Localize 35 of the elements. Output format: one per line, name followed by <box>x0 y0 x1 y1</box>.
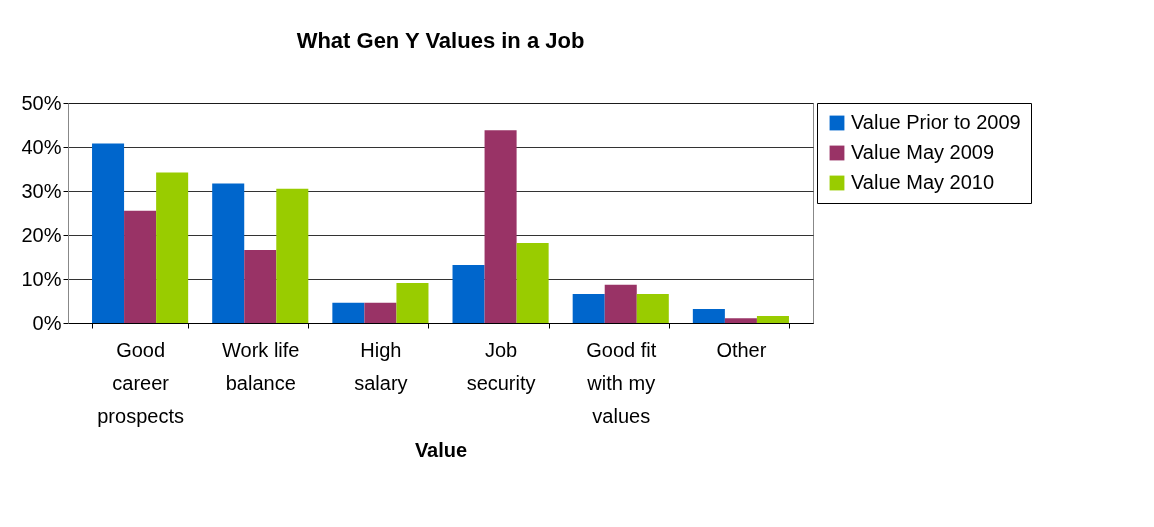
bar <box>756 315 789 323</box>
chart-title: What Gen Y Values in a Job <box>296 28 585 53</box>
bar <box>332 302 365 323</box>
bar <box>92 143 125 323</box>
x-axis-title: Value <box>414 438 468 461</box>
legend-label: Value May 2009 <box>851 141 995 163</box>
bar <box>212 183 245 323</box>
bar <box>452 264 485 323</box>
x-tick-label: Work life balance <box>222 338 300 394</box>
bar <box>396 282 429 323</box>
bar <box>484 130 517 323</box>
bar <box>636 293 669 323</box>
x-tick-label: Good career prospects <box>97 338 184 427</box>
bar <box>124 210 157 323</box>
bar <box>244 249 277 323</box>
bar <box>156 172 189 323</box>
legend-label: Value May 2010 <box>851 171 995 193</box>
bar <box>572 293 605 323</box>
y-tick-label: 40% <box>21 135 62 158</box>
bar <box>604 284 637 323</box>
bar <box>276 188 309 323</box>
x-tick-label: Other <box>716 338 767 361</box>
y-tick-label: 30% <box>21 179 62 202</box>
y-tick-label: 10% <box>21 267 62 290</box>
bar <box>516 242 549 323</box>
x-tick-label: Job security <box>466 338 536 394</box>
x-tick-label: Good fit with my values <box>586 338 657 427</box>
bar <box>364 302 397 323</box>
legend-label: Value Prior to 2009 <box>851 111 1021 133</box>
bar <box>692 308 725 323</box>
y-tick-label: 20% <box>21 223 62 246</box>
x-tick-label: High salary <box>354 338 408 394</box>
y-tick-label: 0% <box>32 311 62 334</box>
bar <box>724 318 757 323</box>
y-tick-label: 50% <box>21 91 62 114</box>
